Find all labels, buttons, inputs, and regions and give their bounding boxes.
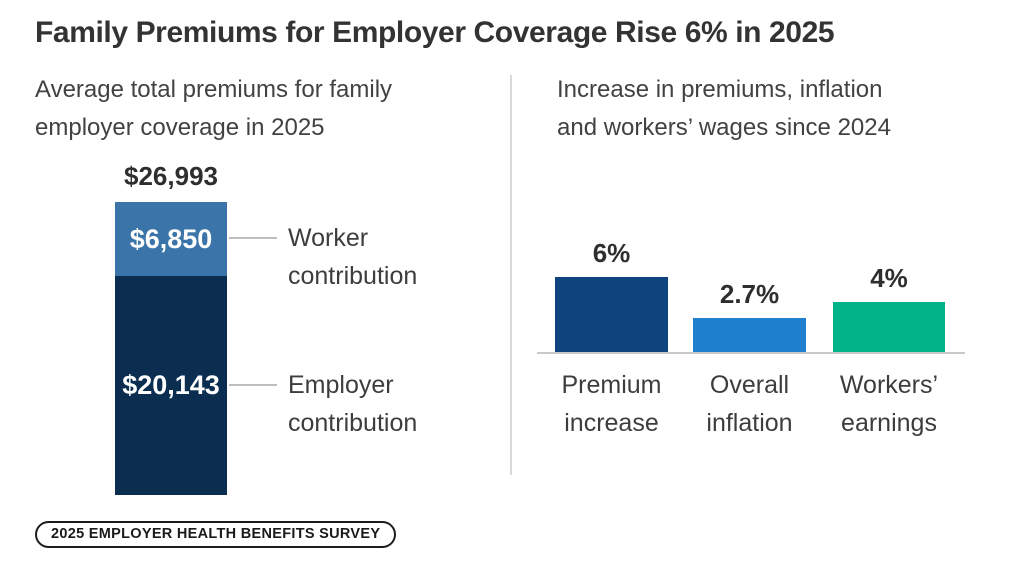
employer-label-line2: contribution xyxy=(288,409,418,437)
worker-segment: $6,850 xyxy=(115,202,227,276)
left-chart-subtitle: Average total premiums for family employ… xyxy=(35,71,392,147)
premium-category-line2: increase xyxy=(564,409,659,437)
stacked-bar: $6,850 $20,143 xyxy=(115,202,227,495)
right-chart-subtitle-line2: and workers’ wages since 2024 xyxy=(557,114,891,141)
workers-earnings-bar xyxy=(833,302,945,352)
employer-segment: $20,143 xyxy=(115,276,227,495)
total-premium-label: $26,993 xyxy=(124,161,218,191)
workers-earnings-category-label: Workers’ earnings xyxy=(823,366,955,442)
employer-label-line1: Employer xyxy=(288,371,394,399)
earnings-category-line1: Workers’ xyxy=(839,371,939,399)
worker-contribution-label: Worker contribution xyxy=(288,219,417,295)
overall-inflation-bar xyxy=(693,318,806,352)
workers-earnings-value: 4% xyxy=(870,263,908,293)
overall-inflation-value: 2.7% xyxy=(719,279,780,309)
inflation-category-line1: Overall xyxy=(709,371,790,399)
inflation-category-line2: inflation xyxy=(706,409,793,437)
premium-increase-category-label: Premium increase xyxy=(545,366,678,442)
worker-label-line2: contribution xyxy=(288,262,418,290)
worker-value-label: $6,850 xyxy=(129,223,213,254)
premium-category-line1: Premium xyxy=(561,371,662,399)
overall-inflation-category-label: Overall inflation xyxy=(683,366,816,442)
panel-divider xyxy=(510,75,512,475)
source-badge: 2025 EMPLOYER HEALTH BENEFITS SURVEY xyxy=(35,521,397,548)
worker-label-line1: Worker xyxy=(288,224,369,252)
page-title: Family Premiums for Employer Coverage Ri… xyxy=(35,16,835,49)
employer-value-label: $20,143 xyxy=(122,370,220,400)
right-chart-subtitle-line1: Increase in premiums, inflation xyxy=(557,76,883,103)
premium-increase-value: 6% xyxy=(592,238,631,268)
premium-increase-bar xyxy=(555,277,668,352)
earnings-category-line2: earnings xyxy=(841,409,937,437)
x-axis-baseline xyxy=(537,352,965,354)
worker-connector-line xyxy=(229,237,277,239)
employer-contribution-label: Employer contribution xyxy=(288,366,417,442)
left-chart-subtitle-line2: employer coverage in 2025 xyxy=(35,114,325,141)
employer-connector-line xyxy=(229,384,277,386)
right-chart-subtitle: Increase in premiums, inflation and work… xyxy=(557,71,891,147)
left-chart-subtitle-line1: Average total premiums for family xyxy=(35,76,393,103)
